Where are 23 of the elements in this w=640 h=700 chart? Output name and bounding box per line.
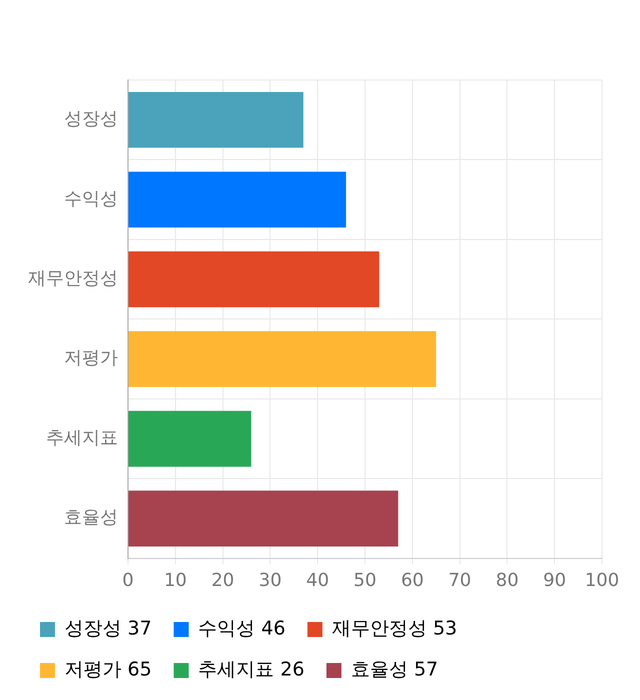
x-tick-label: 0 bbox=[122, 570, 134, 591]
x-tick-label: 40 bbox=[306, 570, 330, 591]
x-tick-label: 60 bbox=[400, 570, 424, 591]
legend-label: 재무안정성 53 bbox=[332, 617, 458, 640]
legend-label: 저평가 65 bbox=[64, 658, 152, 680]
x-tick-label: 30 bbox=[258, 570, 282, 591]
y-tick-label: 재무안정성 bbox=[28, 268, 118, 290]
y-tick-label: 성장성 bbox=[64, 108, 118, 130]
x-tick-label: 70 bbox=[448, 570, 472, 591]
x-tick-label: 10 bbox=[164, 570, 187, 591]
x-tick-label: 20 bbox=[211, 570, 234, 591]
x-tick-label: 90 bbox=[543, 570, 566, 591]
legend-label: 성장성 37 bbox=[64, 617, 152, 640]
x-tick-label: 100 bbox=[584, 570, 620, 591]
x-tick-label: 80 bbox=[496, 570, 519, 591]
x-tick-label: 50 bbox=[354, 570, 376, 591]
legend-label: 수익성 46 bbox=[198, 617, 286, 640]
legend-label: 추세지표 26 bbox=[198, 658, 304, 680]
y-tick-label: 수익성 bbox=[64, 188, 118, 210]
y-tick-label: 저평가 bbox=[64, 348, 118, 369]
y-tick-label: 효율성 bbox=[64, 507, 118, 528]
legend-label: 효율성 57 bbox=[350, 658, 438, 680]
y-tick-label: 추세지표 bbox=[46, 427, 118, 448]
